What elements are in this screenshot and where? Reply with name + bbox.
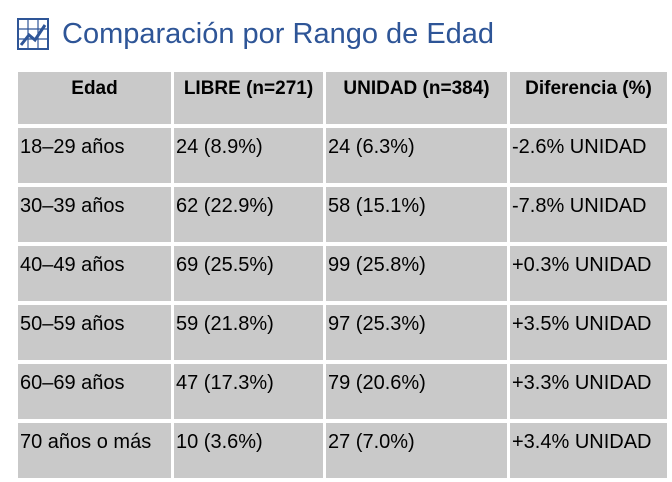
cell-diferencia: +3.4% UNIDAD [510, 423, 667, 478]
cell-libre: 10 (3.6%) [174, 423, 323, 478]
age-comparison-table: Edad LIBRE (n=271) UNIDAD (n=384) Difere… [15, 68, 670, 482]
cell-edad: 50–59 años [18, 305, 171, 360]
table-row: 30–39 años 62 (22.9%) 58 (15.1%) -7.8% U… [18, 187, 667, 242]
column-header-diferencia: Diferencia (%) [510, 72, 667, 124]
cell-diferencia: -2.6% UNIDAD [510, 128, 667, 183]
cell-libre: 62 (22.9%) [174, 187, 323, 242]
column-header-unidad: UNIDAD (n=384) [326, 72, 507, 124]
cell-diferencia: -7.8% UNIDAD [510, 187, 667, 242]
column-header-libre: LIBRE (n=271) [174, 72, 323, 124]
cell-diferencia: +0.3% UNIDAD [510, 246, 667, 301]
cell-edad: 70 años o más [18, 423, 171, 478]
cell-edad: 40–49 años [18, 246, 171, 301]
table-row: 18–29 años 24 (8.9%) 24 (6.3%) -2.6% UNI… [18, 128, 667, 183]
cell-libre: 24 (8.9%) [174, 128, 323, 183]
cell-diferencia: +3.3% UNIDAD [510, 364, 667, 419]
cell-libre: 69 (25.5%) [174, 246, 323, 301]
cell-unidad: 99 (25.8%) [326, 246, 507, 301]
cell-edad: 30–39 años [18, 187, 171, 242]
cell-libre: 47 (17.3%) [174, 364, 323, 419]
table-row: 70 años o más 10 (3.6%) 27 (7.0%) +3.4% … [18, 423, 667, 478]
column-header-edad: Edad [18, 72, 171, 124]
cell-diferencia: +3.5% UNIDAD [510, 305, 667, 360]
cell-unidad: 24 (6.3%) [326, 128, 507, 183]
cell-unidad: 27 (7.0%) [326, 423, 507, 478]
cell-unidad: 79 (20.6%) [326, 364, 507, 419]
table-row: 60–69 años 47 (17.3%) 79 (20.6%) +3.3% U… [18, 364, 667, 419]
table-row: 50–59 años 59 (21.8%) 97 (25.3%) +3.5% U… [18, 305, 667, 360]
cell-libre: 59 (21.8%) [174, 305, 323, 360]
table-header-row: Edad LIBRE (n=271) UNIDAD (n=384) Difere… [18, 72, 667, 124]
cell-unidad: 97 (25.3%) [326, 305, 507, 360]
cell-unidad: 58 (15.1%) [326, 187, 507, 242]
header: Comparación por Rango de Edad [16, 14, 494, 54]
line-chart-icon [17, 18, 49, 50]
table-row: 40–49 años 69 (25.5%) 99 (25.8%) +0.3% U… [18, 246, 667, 301]
page-title: Comparación por Rango de Edad [62, 17, 495, 50]
cell-edad: 60–69 años [18, 364, 171, 419]
cell-edad: 18–29 años [18, 128, 171, 183]
